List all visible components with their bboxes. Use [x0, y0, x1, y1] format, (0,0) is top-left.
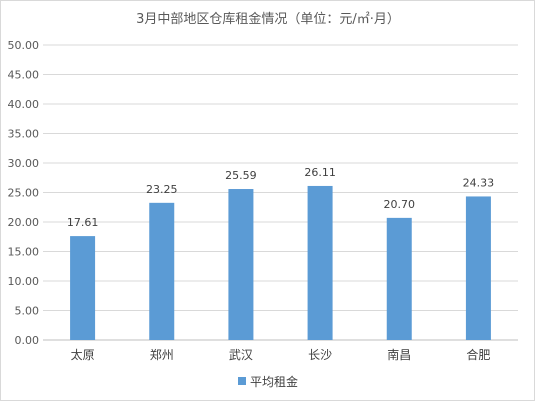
- bar-合肥: [465, 196, 491, 340]
- legend: 平均租金: [238, 374, 298, 389]
- x-category-label: 郑州: [150, 347, 174, 362]
- y-tick-label: 25.00: [8, 187, 40, 200]
- y-axis-ticks: 0.00 5.00 10.00 15.00 20.00 25.00 30.00 35.00 40…: [8, 39, 40, 347]
- y-tick-label: 45.00: [8, 69, 40, 82]
- x-category-label: 武汉: [229, 348, 253, 362]
- bar-郑州: [149, 202, 175, 340]
- data-label: 20.70: [384, 198, 416, 211]
- data-label: 24.33: [463, 176, 495, 189]
- y-tick-label: 15.00: [8, 246, 40, 259]
- data-label: 25.59: [225, 169, 257, 182]
- y-tick-label: 30.00: [8, 157, 40, 170]
- x-category-label: 南昌: [387, 347, 411, 362]
- x-category-label: 合肥: [466, 347, 490, 362]
- y-tick-label: 50.00: [8, 39, 40, 52]
- data-label: 26.11: [304, 166, 336, 179]
- y-tick-label: 40.00: [8, 98, 40, 111]
- chart-title: 3月中部地区仓库租金情况（单位：元/㎡·月）: [136, 11, 400, 27]
- legend-label: 平均租金: [250, 374, 298, 389]
- gridlines: [43, 44, 518, 341]
- bar-南昌: [386, 217, 412, 340]
- y-tick-label: 10.00: [8, 275, 40, 288]
- bars: [70, 185, 491, 340]
- data-labels: 17.61 23.25 25.59 26.11 20.70 24.33: [67, 166, 494, 229]
- bar-太原: [70, 236, 96, 340]
- data-label: 23.25: [146, 183, 178, 196]
- y-tick-label: 0.00: [15, 334, 40, 347]
- x-category-label: 长沙: [308, 348, 332, 362]
- x-category-label: 太原: [71, 347, 95, 362]
- bar-长沙: [307, 185, 333, 340]
- data-label: 17.61: [67, 216, 99, 229]
- x-axis-categories: 太原 郑州 武汉 长沙 南昌 合肥: [71, 347, 491, 362]
- y-tick-label: 35.00: [8, 128, 40, 141]
- legend-swatch: [238, 377, 246, 385]
- y-tick-label: 5.00: [15, 305, 40, 318]
- bar-武汉: [228, 189, 254, 340]
- y-tick-label: 20.00: [8, 216, 40, 229]
